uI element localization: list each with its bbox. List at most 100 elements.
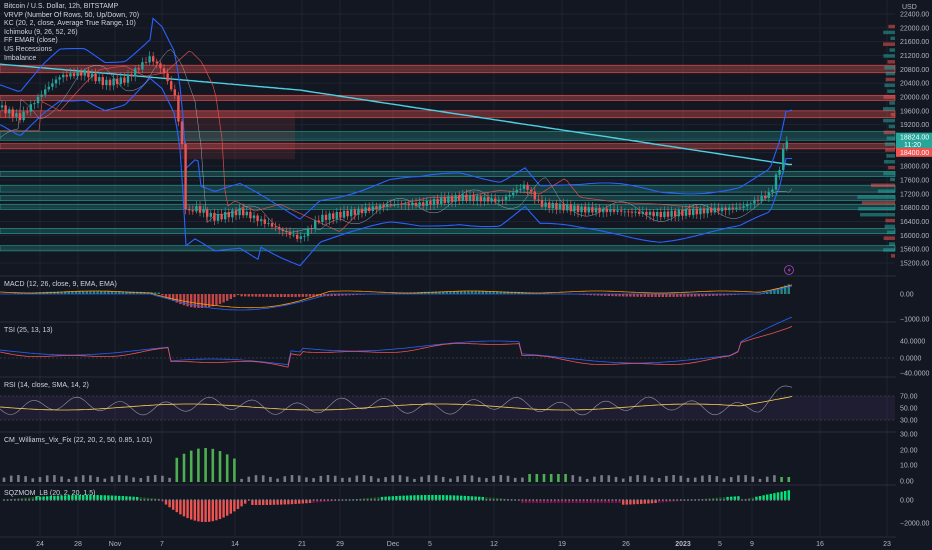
sqz-bar: [769, 493, 772, 500]
vix-bar: [715, 476, 719, 482]
sqz-dot: [410, 499, 412, 501]
sqz-bar: [236, 500, 240, 509]
volume-bar: [885, 148, 895, 152]
sqz-dot: [186, 499, 189, 501]
volume-bar: [885, 218, 895, 223]
candle-body: [83, 70, 86, 76]
sqz-dot: [302, 499, 304, 501]
sqzmom-pane-label[interactable]: SQZMOM_LB (20, 2, 20, 1.5): [4, 490, 96, 497]
vix-bar: [578, 476, 582, 482]
candle-body: [494, 198, 497, 202]
macd-pane-label[interactable]: MACD (12, 26, close, 9, EMA, EMA): [4, 281, 117, 288]
candle-body: [249, 211, 252, 219]
sqz-bar: [586, 500, 589, 503]
macd-bar: [222, 294, 225, 303]
time-tick: Nov: [109, 541, 122, 548]
sqz-bar: [438, 495, 441, 500]
macd-bar: [128, 291, 132, 294]
sqz-bar: [233, 500, 236, 512]
indicator-label[interactable]: Ichimoku (9, 26, 52, 26): [4, 28, 78, 36]
candle-body: [242, 208, 245, 216]
macd-bar: [103, 291, 106, 294]
sqz-dot: [244, 499, 246, 501]
volume-bar: [884, 65, 895, 70]
grid: [0, 0, 932, 538]
sqz-dot: [287, 499, 290, 501]
sqz-bar: [280, 500, 283, 505]
volume-bar: [887, 230, 895, 235]
volume-bar: [889, 48, 895, 52]
sqz-bar: [398, 495, 402, 500]
indicator-label[interactable]: VRVP (Number Of Rows, 50, Up/Down, 70): [4, 11, 140, 19]
vix-bar: [96, 476, 99, 482]
macd-bar: [287, 294, 290, 297]
macd-bar: [445, 291, 448, 294]
candle-body: [260, 219, 263, 222]
symbol-title[interactable]: Bitcoin / U.S. Dollar, 12h, BITSTAMP: [4, 3, 119, 10]
sqz-bar: [784, 490, 787, 500]
sqz-dot: [759, 499, 761, 501]
macd-bar: [672, 294, 675, 297]
macd-bar: [467, 291, 470, 294]
sqz-bar: [755, 496, 758, 500]
sqz-bar: [380, 496, 384, 500]
vix-bar: [456, 476, 459, 482]
sqz-bar: [186, 500, 189, 519]
time-axis[interactable]: 24 28 Nov 7 14 21 29 Dec 5 12 19 26 2023 5 9 16 23: [36, 541, 891, 548]
vixfix-pane-label[interactable]: CM_Williams_Vix_Fix (22, 20, 2, 50, 0.85…: [4, 437, 153, 444]
candle-body: [292, 234, 295, 236]
candle-body: [0, 105, 4, 108]
macd-bar: [593, 294, 596, 296]
pane-tick: 30.00: [900, 432, 918, 439]
vix-bar: [211, 448, 215, 482]
sqz-dot: [654, 499, 657, 501]
indicator-label[interactable]: KC (20, 2, close, Average True Range, 10…: [4, 20, 136, 28]
volume-bar: [883, 30, 895, 35]
sqz-dot: [143, 499, 146, 501]
vix-bar: [362, 475, 366, 482]
macd-bar: [355, 294, 358, 295]
tsi-pane-label[interactable]: TSI (25, 13, 13): [4, 327, 53, 334]
sqz-bar: [496, 498, 499, 500]
sqz-bar: [726, 496, 729, 500]
macd-bar: [208, 294, 211, 308]
candle-body: [713, 207, 716, 213]
indicator-label[interactable]: Imbalance: [4, 54, 37, 62]
ichimoku-base: [0, 50, 700, 232]
macd-bar: [298, 294, 301, 297]
macd-bar: [658, 294, 661, 297]
sqz-bar: [294, 500, 297, 504]
macd-bar: [64, 291, 67, 294]
rsi-pane-label[interactable]: RSI (14, close, SMA, 14, 2): [4, 382, 89, 389]
candles: [0, 51, 788, 244]
candle-body: [119, 77, 122, 85]
price-tick: 22400.00: [900, 12, 929, 19]
vix-bar: [132, 477, 135, 482]
sqz-bar: [478, 496, 481, 500]
indicator-label[interactable]: FF EMAR (close): [4, 37, 58, 45]
sqz-dot: [633, 499, 635, 501]
candle-body: [177, 95, 180, 122]
sqz-bar: [323, 500, 326, 502]
sqz-dot: [359, 499, 362, 501]
macd-bar: [53, 291, 56, 294]
vix-bar: [441, 476, 445, 482]
candle-body: [476, 196, 479, 202]
sqz-bar: [197, 500, 200, 522]
candle-body: [310, 228, 313, 230]
sqz-bar: [384, 496, 387, 500]
macd-bar: [636, 294, 639, 297]
candle-body: [450, 196, 454, 202]
imbalance-zones: [0, 64, 896, 252]
macd-bar: [305, 294, 308, 297]
sqz-bar: [596, 500, 600, 503]
sqz-dot: [604, 499, 606, 501]
indicator-label[interactable]: US Recessions: [4, 45, 52, 53]
sqz-dot: [525, 499, 527, 501]
candle-body: [468, 195, 472, 201]
price-tick: 21600.00: [900, 39, 929, 46]
sqz-dot: [557, 499, 560, 501]
sqz-bar: [110, 495, 114, 500]
